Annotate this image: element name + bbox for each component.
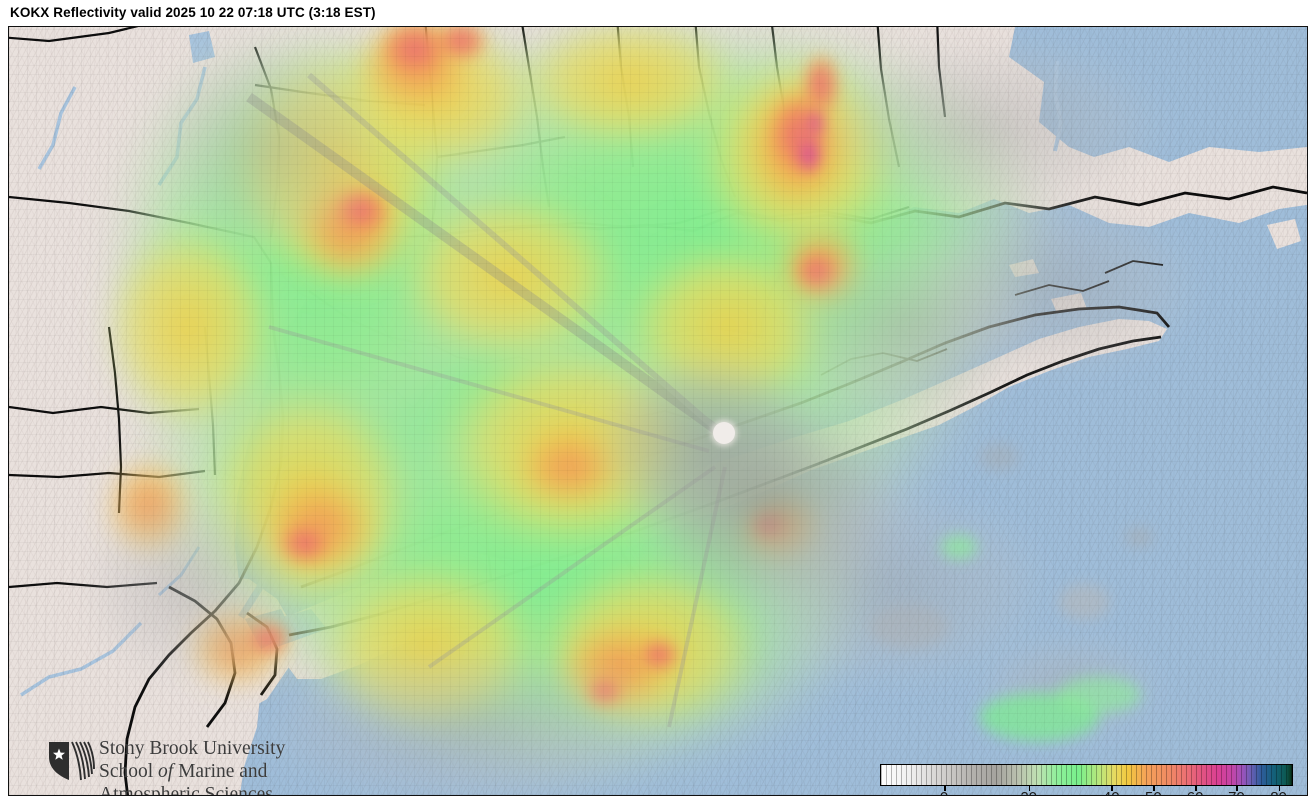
colorbar-tick-label: 50 [1145,789,1162,795]
logo-line-2: School of Marine and [99,760,285,783]
sbu-logo: Stony Brook University School of Marine … [47,737,307,795]
colorbar-tick [944,786,946,791]
logo-line-3: Atmospheric Sciences [99,784,273,795]
radar-map[interactable]: Stony Brook University School of Marine … [8,26,1308,796]
reflectivity-colorbar[interactable]: 0 20 40 50 60 70 80 [872,756,1302,795]
colorbar-tick [1028,786,1031,791]
shield-icon [49,741,95,781]
island-small-ne [1267,219,1301,249]
colorbar-gradient [881,765,1292,785]
colorbar-tick-label: 70 [1228,789,1245,795]
river-upper-2 [37,86,77,170]
colorbar-tick-label: 60 [1187,789,1204,795]
colorbar-tick-label: 40 [1103,789,1120,795]
offshore-scattered-cells [869,443,1153,741]
colorbar-ticks [880,786,1293,791]
colorbar-tick [1278,786,1281,791]
reflectivity-layer [79,27,1199,795]
colorbar-tick [1195,786,1197,791]
colorbar-tick-label: 20 [1020,789,1037,795]
colorbar-tick [1111,786,1113,791]
logo-line-2b: of [158,761,174,782]
colorbar-discrete-steps [881,765,1292,785]
colorbar-tick [1236,786,1238,791]
gray-weak-echo [79,37,1199,795]
logo-line-1: Stony Brook University [99,738,286,759]
page-title: KOKX Reflectivity valid 2025 10 22 07:18… [10,5,376,20]
title-bar: KOKX Reflectivity valid 2025 10 22 07:18… [0,0,1316,26]
beam-artifacts [246,72,727,728]
colorbar-tick [1153,786,1155,791]
colorbar-gradient-box [880,764,1293,786]
colorbar-tick-label: 80 [1270,789,1287,795]
logo-line-2a: School [99,761,159,782]
map-canvas: Stony Brook University School of Marine … [9,27,1307,795]
logo-line-2c: Marine and [173,761,268,782]
radar-site-marker [713,422,735,444]
sbu-logo-text: Stony Brook University School of Marine … [99,737,285,795]
colorbar-tick-label: 0 [940,789,948,795]
